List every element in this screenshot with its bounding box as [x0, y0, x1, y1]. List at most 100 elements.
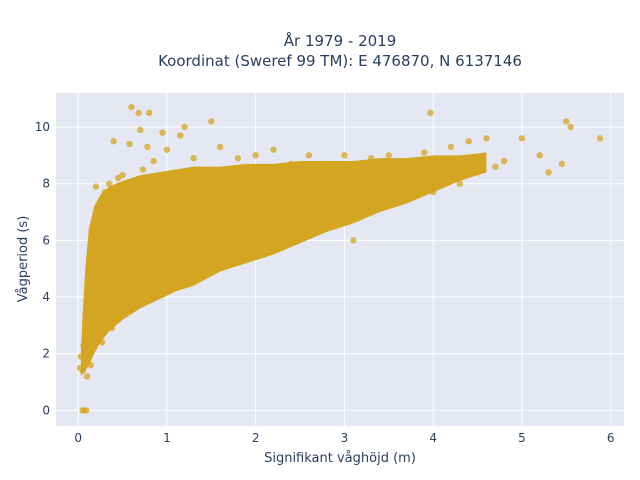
data-point — [159, 129, 166, 136]
data-point — [90, 344, 97, 352]
x-axis-ticks: 0 1 2 3 4 5 6 — [74, 431, 614, 445]
data-point — [536, 152, 543, 159]
data-point — [358, 208, 366, 216]
data-point — [261, 251, 268, 258]
data-point — [163, 146, 171, 153]
data-point — [132, 288, 140, 295]
data-points — [76, 103, 604, 414]
data-point — [483, 135, 490, 142]
data-point — [87, 361, 94, 369]
data-point — [474, 169, 481, 176]
data-point — [98, 339, 106, 346]
data-point — [385, 152, 393, 159]
data-point — [465, 137, 472, 145]
y-tick-label: 8 — [42, 177, 50, 191]
data-point — [82, 327, 90, 335]
data-point — [82, 407, 90, 414]
data-point — [225, 259, 233, 267]
data-point — [323, 160, 330, 168]
data-point — [77, 353, 85, 360]
data-point — [91, 259, 99, 267]
data-point — [296, 231, 304, 238]
data-point — [305, 152, 313, 159]
data-point — [350, 237, 357, 244]
chart-title-line2: Koordinat (Sweref 99 TM): E 476870, N 61… — [158, 52, 522, 70]
point-cloud-band — [80, 152, 487, 377]
data-point — [92, 183, 100, 190]
data-point — [85, 313, 93, 321]
x-tick-label: 6 — [607, 431, 615, 445]
data-point — [376, 200, 384, 207]
data-point — [412, 183, 419, 190]
data-point — [500, 157, 508, 165]
data-point — [181, 123, 188, 131]
data-point — [117, 313, 124, 321]
data-point — [135, 109, 142, 117]
data-point — [199, 265, 206, 272]
data-point — [252, 152, 259, 159]
y-tick-label: 2 — [42, 347, 50, 361]
data-point — [150, 157, 157, 165]
data-point — [208, 118, 215, 125]
data-point — [106, 180, 113, 187]
data-point — [137, 126, 144, 134]
data-point — [456, 180, 464, 187]
data-point — [492, 163, 499, 170]
x-tick-label: 1 — [163, 431, 171, 445]
data-point — [83, 373, 91, 380]
y-tick-label: 0 — [42, 403, 50, 417]
x-tick-label: 3 — [341, 431, 349, 445]
y-tick-label: 10 — [35, 120, 50, 134]
data-point — [216, 143, 224, 151]
data-point — [101, 188, 109, 196]
x-tick-label: 5 — [518, 431, 526, 445]
data-point — [113, 276, 120, 284]
data-point — [172, 169, 180, 176]
data-point — [126, 140, 133, 148]
data-point — [108, 325, 116, 332]
data-point — [177, 132, 184, 139]
data-point — [141, 293, 148, 301]
data-point — [130, 177, 137, 185]
y-axis-title: Vågperiod (s) — [16, 216, 31, 303]
data-point — [270, 146, 277, 153]
x-tick-label: 4 — [429, 431, 437, 445]
data-point — [139, 166, 147, 173]
data-point — [558, 160, 566, 168]
data-point — [314, 223, 322, 230]
data-point — [185, 274, 193, 281]
data-point — [154, 288, 162, 295]
data-point — [421, 149, 428, 156]
data-point — [563, 118, 570, 125]
data-point — [429, 188, 437, 196]
data-point — [518, 135, 526, 142]
x-tick-label: 2 — [252, 431, 260, 445]
data-point — [367, 154, 375, 162]
data-point — [110, 137, 117, 145]
data-point — [94, 319, 101, 326]
data-point — [79, 367, 86, 374]
data-point — [119, 171, 126, 179]
y-tick-label: 4 — [42, 290, 50, 304]
data-point — [567, 123, 574, 131]
data-point — [394, 191, 401, 199]
data-point — [447, 143, 455, 151]
data-point — [596, 135, 604, 142]
data-point — [332, 223, 339, 230]
data-point — [97, 223, 104, 230]
data-point — [122, 234, 129, 241]
y-tick-label: 6 — [42, 233, 50, 247]
data-point — [82, 359, 89, 366]
data-point — [128, 103, 135, 111]
dense-point-cloud — [80, 152, 487, 377]
data-point — [144, 143, 151, 151]
data-point — [80, 342, 87, 349]
data-point — [103, 305, 110, 312]
data-point — [123, 302, 131, 309]
data-point — [287, 160, 295, 168]
data-point — [403, 157, 410, 165]
data-point — [190, 154, 197, 162]
data-point — [88, 293, 95, 301]
data-point — [145, 109, 153, 117]
